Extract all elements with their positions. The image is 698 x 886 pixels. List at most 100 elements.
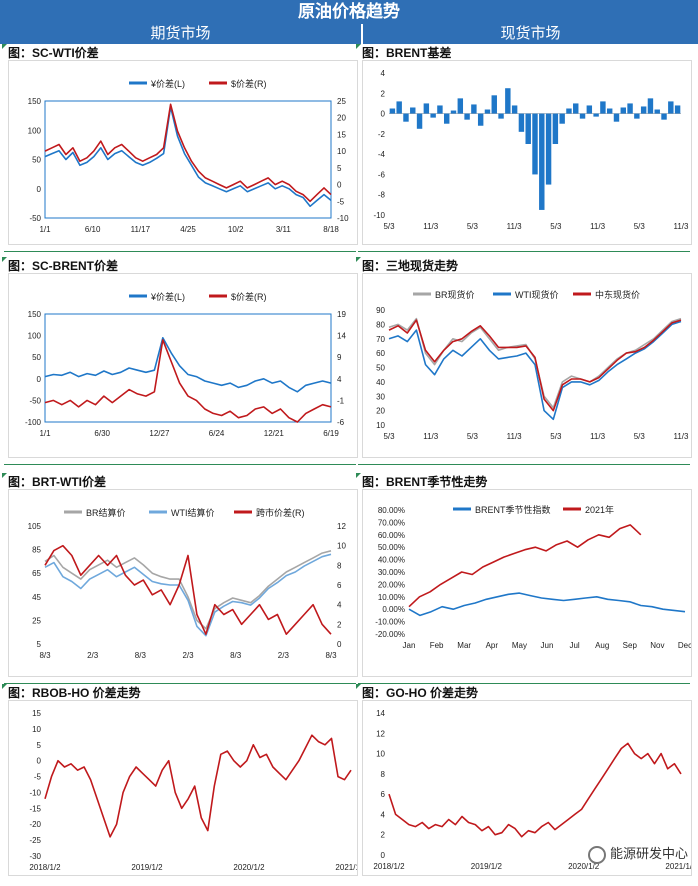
y-tick-label: 50 [32, 353, 41, 362]
legend-label: WTI现货价 [515, 289, 559, 300]
x-tick-label: 6/24 [209, 429, 225, 438]
x-tick-label: 2/3 [182, 651, 194, 660]
series-line-GO-HO [388, 742, 682, 838]
y-right-tick-label: 14 [337, 332, 346, 341]
x-tick-label: 5/3 [634, 432, 646, 441]
x-tick-label: 2/3 [87, 651, 99, 660]
y-tick-label: 0 [37, 375, 42, 384]
x-tick-label: Jan [403, 641, 416, 650]
bar-mark [579, 113, 586, 119]
y-tick-label: 90 [376, 306, 385, 315]
y-tick-label: 0 [381, 851, 386, 860]
legend-label: WTI结算价 [171, 507, 215, 518]
bar-mark [613, 113, 620, 122]
y-tick-label: 10.00% [378, 593, 405, 602]
x-tick-label: Apr [486, 641, 499, 650]
series-line-WTI现货价 [388, 320, 682, 421]
y-tick-label: 14 [376, 709, 385, 718]
x-tick-label: 11/3 [423, 432, 439, 441]
bar-mark [498, 113, 504, 119]
bar-mark [559, 113, 565, 124]
y-right-tick-label: 9 [337, 353, 342, 362]
y-right-tick-label: -6 [337, 418, 345, 427]
spot-market-header: 现货市场 [363, 24, 698, 44]
chart-panel-brent_season: 图：BRENT季节性走势 BRENT季节性指数 2021年 80.00% 70.00% 6… [356, 473, 694, 681]
bar-mark [484, 109, 491, 114]
bar-mark [539, 113, 545, 210]
y-tick-label: 6 [381, 790, 386, 799]
x-tick-label: Jun [541, 641, 554, 650]
x-tick-label: 2021/1/2 [335, 863, 357, 872]
y-right-tick-label: 12 [337, 522, 346, 531]
chart-title: 图：SC-BRENT价差 [8, 259, 118, 273]
x-tick-label: 2019/1/2 [471, 862, 503, 871]
y-tick-label: 25 [32, 616, 41, 625]
bar-mark [457, 98, 464, 114]
y-tick-label: 100 [28, 332, 42, 341]
y-tick-label: -8 [378, 191, 386, 200]
y-tick-label: 15 [32, 709, 41, 718]
x-tick-label: 11/3 [590, 222, 606, 231]
y-right-tick-label: 25 [337, 97, 346, 106]
x-tick-label: 8/18 [323, 225, 339, 234]
panel-corner-marker [2, 684, 7, 689]
y-tick-label: -50 [29, 214, 41, 223]
y-tick-label: -20.00% [375, 630, 405, 639]
chart-panel-sc_brent: 图：SC-BRENT价差 ¥价差(L) $价差(R) 150 100 50 0 -50 -100… [2, 257, 360, 462]
series-line-中东现货价 [388, 319, 682, 412]
bar-mark [518, 113, 525, 132]
x-tick-label: 5/3 [383, 432, 395, 441]
legend-label: ¥价差(L) [150, 78, 185, 89]
y-right-tick-label: 10 [337, 147, 346, 156]
x-tick-label: 2018/1/2 [29, 863, 61, 872]
bar-mark [668, 101, 674, 114]
y-tick-label: 8 [381, 770, 386, 779]
panel-corner-marker [2, 473, 7, 478]
legend-label: 2021年 [585, 504, 614, 515]
chart-title: 图：GO-HO 价差走势 [362, 686, 478, 700]
y-tick-label: -25 [29, 836, 41, 845]
bar-mark [606, 108, 613, 114]
y-tick-label: 65 [32, 569, 41, 578]
watermark-label: 能源研发中心 [609, 846, 688, 862]
bar-mark [416, 113, 423, 129]
bar-mark [634, 113, 640, 119]
y-right-tick-label: 4 [337, 375, 342, 384]
chart-svg: 15 10 5 0 -5 -10 -15 -20 -25 -30 2018/1/2 2019/1/2 2… [29, 709, 357, 872]
chart-svg: 14 12 10 8 6 4 2 0 2018/1/2 2019/1/2 2020/1/2 2021/… [373, 709, 691, 871]
x-tick-label: 5/3 [467, 432, 479, 441]
x-tick-label: 6/30 [94, 429, 110, 438]
y-tick-label: -50 [29, 396, 41, 405]
y-right-tick-label: -10 [337, 214, 349, 223]
bar-mark [661, 113, 667, 120]
x-tick-label: 8/3 [230, 651, 242, 660]
legend-label: 中东现货价 [595, 289, 640, 300]
series-line-BR现货价 [388, 317, 682, 409]
chart-panel-brent_basis: 图：BRENT基差 4 2 0 -2 -4 -6 -8 -10 5/3 11/3 5/3 11/3 5/3… [356, 44, 694, 249]
y-tick-label: 10 [376, 750, 385, 759]
bar-mark [532, 113, 538, 175]
bar-mark [627, 103, 633, 114]
chart-panel-three_spot: 图：三地现货走势 BR现货价 WTI现货价 中东现货价 90 80 70 60 50 40 30 20… [356, 257, 694, 462]
y-tick-label: -100 [25, 418, 42, 427]
x-tick-label: 1/1 [39, 225, 51, 234]
x-tick-label: 1/1 [39, 429, 51, 438]
y-tick-label: 80 [376, 320, 385, 329]
x-tick-label: 8/3 [39, 651, 51, 660]
chart-frame: 15 10 5 0 -5 -10 -15 -20 -25 -30 2018/1/2 2019/1/2 2… [8, 700, 358, 876]
chart-svg: 4 2 0 -2 -4 -6 -8 -10 5/3 11/3 5/3 11/3 5/3 11/3 5/3 11… [373, 69, 689, 231]
y-tick-label: 2 [381, 89, 386, 98]
x-tick-label: 11/3 [507, 432, 523, 441]
panel-separator [4, 464, 356, 465]
chart-svg: BR现货价 WTI现货价 中东现货价 90 80 70 60 50 40 30 20 10 5/3 11/… [376, 289, 689, 441]
x-tick-label: 5/3 [634, 222, 646, 231]
x-tick-label: 12/27 [149, 429, 170, 438]
series-line-$价差(R) [44, 339, 332, 423]
y-tick-label: 10 [376, 421, 385, 430]
bar-mark [511, 105, 518, 114]
y-right-tick-label: 4 [337, 601, 342, 610]
x-tick-label: 2019/1/2 [131, 863, 163, 872]
series-line-¥价差(L) [44, 106, 332, 208]
y-tick-label: 150 [28, 310, 42, 319]
legend-label: 跨市价差(R) [256, 507, 305, 518]
